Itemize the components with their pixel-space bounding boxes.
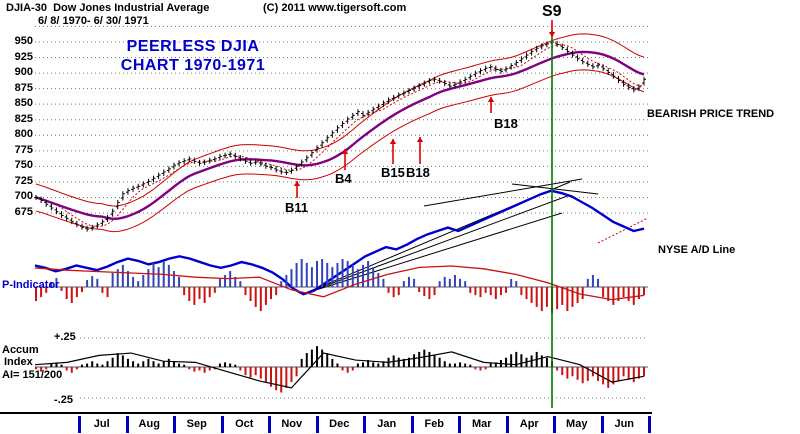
- month-tick: [363, 416, 366, 433]
- signal-arrows: [293, 20, 556, 198]
- month-tick: [173, 416, 176, 433]
- trend-lines: [302, 178, 649, 295]
- price-bars: [34, 39, 646, 232]
- price-tick-label-775: 775: [14, 143, 33, 156]
- signal-s9: S9: [542, 3, 562, 20]
- month-tick: [220, 416, 224, 433]
- month-label-may: May: [566, 418, 588, 430]
- signal-b18: B18: [406, 165, 430, 180]
- month-label-jan: Jan: [377, 418, 397, 430]
- accum-smoothed-line: [34, 351, 645, 389]
- month-tick: [505, 416, 509, 433]
- ai-value-label: AI= 151/200: [2, 369, 63, 381]
- accum-label: Accum: [2, 344, 39, 356]
- month-label-sep: Sep: [186, 418, 207, 430]
- grid-lines: [35, 25, 648, 399]
- lower-band-line: [35, 69, 645, 233]
- signal-b4: B4: [335, 171, 352, 186]
- month-label-aug: Aug: [138, 418, 160, 430]
- chart-title-line2: CHART 1970-1971: [120, 57, 266, 74]
- signal-b18: B18: [494, 116, 518, 131]
- ad-line-annotation: NYSE A/D Line: [658, 244, 736, 256]
- accum-upper-scale-label: +.25: [54, 331, 76, 343]
- month-tick: [458, 416, 461, 433]
- purple-ma-line: [35, 50, 645, 221]
- bearish-trend-annotation: BEARISH PRICE TREND: [647, 108, 775, 120]
- price-tick-label-800: 800: [14, 128, 33, 141]
- chart-title-line1: PEERLESS DJIA: [126, 38, 260, 55]
- month-label-oct: Oct: [235, 418, 254, 430]
- month-label-feb: Feb: [424, 418, 445, 430]
- symbol-title: DJIA-30 Dow Jones Industrial Average: [6, 2, 210, 14]
- price-tick-label-725: 725: [14, 174, 33, 187]
- month-label-nov: Nov: [281, 418, 303, 430]
- p-indicator-label: P-Indicator: [2, 279, 60, 291]
- month-tick: [78, 416, 81, 433]
- month-label-mar: Mar: [471, 418, 492, 430]
- month-axis: Jul Aug Sep Oct Nov Dec Jan Feb Mar Apr May Jun: [0, 412, 652, 434]
- month-tick: [268, 416, 271, 433]
- month-tick: [315, 416, 319, 433]
- month-tick: [553, 416, 556, 433]
- moving-average: [35, 50, 645, 221]
- signal-b11: B11: [285, 200, 309, 215]
- signal-b15: B15: [381, 165, 405, 180]
- copyright-text: (C) 2011 www.tigersoft.com: [263, 2, 407, 14]
- accum-lower-scale-label: -.25: [54, 394, 73, 406]
- ad-line-group: [34, 189, 645, 296]
- month-label-dec: Dec: [329, 418, 350, 430]
- price-tick-label-750: 750: [14, 159, 33, 172]
- price-tick-label-850: 850: [14, 97, 33, 110]
- price-tick-label-825: 825: [14, 112, 33, 125]
- price-tick-label-900: 900: [14, 66, 33, 79]
- price-tick-label-875: 875: [14, 81, 33, 94]
- month-tick: [125, 416, 129, 433]
- nyse-ad-line: [34, 189, 645, 296]
- p-indicator-histogram: [34, 259, 645, 314]
- dotted-ma-line: [35, 44, 645, 228]
- upper-band-line: [35, 33, 645, 207]
- price-tick-label-675: 675: [14, 206, 33, 218]
- price-bands: [35, 33, 645, 233]
- price-tick-label-925: 925: [14, 50, 33, 63]
- date-range: 6/ 8/ 1970- 6/ 30/ 1971: [38, 15, 149, 27]
- accum-index-histogram: [34, 346, 645, 393]
- price-tick-label-950: 950: [14, 35, 33, 47]
- month-label-jul: Jul: [93, 418, 110, 430]
- month-tick: [600, 416, 604, 433]
- month-tick: [410, 416, 414, 433]
- month-label-jun: Jun: [614, 418, 635, 430]
- month-tick: [648, 416, 651, 433]
- month-label-apr: Apr: [519, 418, 539, 430]
- index-label: Index: [4, 356, 33, 368]
- price-tick-label-700: 700: [14, 190, 33, 203]
- p-indicator-smoothed-line: [34, 265, 645, 301]
